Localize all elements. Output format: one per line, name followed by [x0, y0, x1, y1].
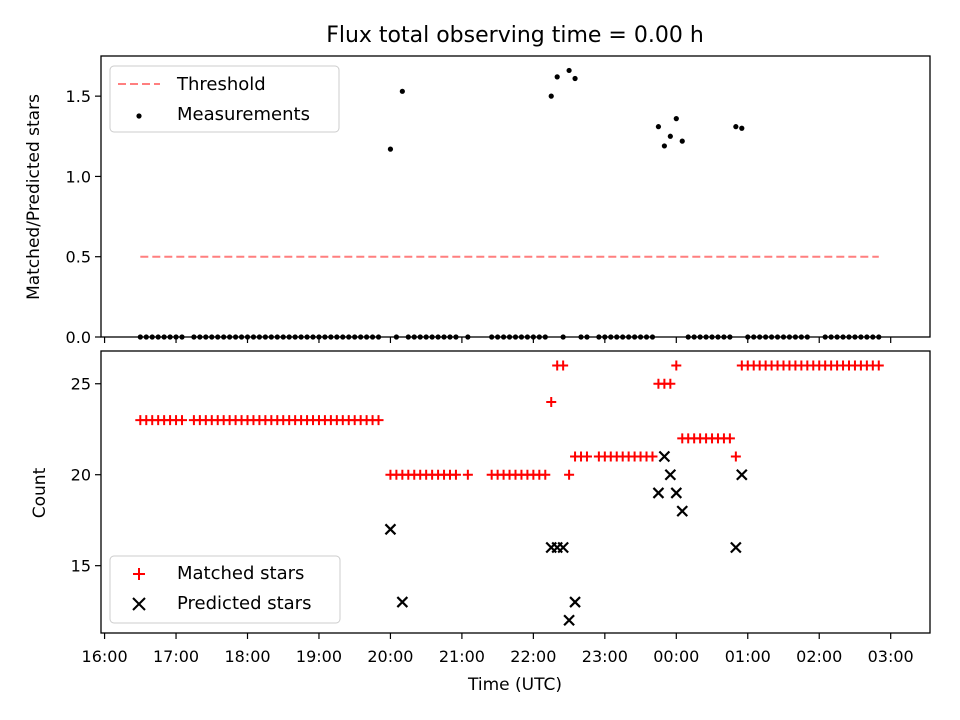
x-tick-label: 00:00	[653, 647, 699, 666]
bottom-y-ticks: 15 20 25	[71, 375, 101, 576]
top-y-tick-label: 1.0	[66, 167, 91, 186]
measurement-point	[739, 125, 745, 131]
measurement-point	[387, 146, 394, 152]
bottom-y-tick-label: 20	[71, 466, 91, 485]
x-tick-label: 22:00	[510, 647, 556, 666]
bottom-legend-box	[109, 555, 341, 624]
top-legend: Threshold Measurements	[109, 65, 340, 133]
matched-star-marker	[462, 469, 473, 480]
measurement-point	[548, 93, 554, 99]
matched-star-marker	[730, 451, 741, 462]
x-tick-label: 19:00	[296, 647, 342, 666]
predicted-star-marker	[736, 468, 748, 481]
matched-star-marker	[540, 469, 551, 480]
measurement-point	[655, 124, 662, 130]
bottom-axes-frame	[100, 350, 931, 634]
legend-threshold-label: Threshold	[176, 74, 266, 95]
legend-predicted-swatch	[132, 597, 146, 611]
predicted-star-marker	[730, 541, 742, 554]
top-marks	[137, 67, 882, 340]
predicted-star-marker	[664, 468, 677, 481]
matched-star-marker	[873, 360, 884, 371]
measurement-point	[661, 143, 667, 149]
x-tick-label: 23:00	[582, 647, 628, 666]
matched-star-marker	[450, 469, 461, 480]
top-y-tick-label: 0.5	[66, 248, 91, 267]
top-legend-box	[109, 65, 340, 133]
predicted-star-marker	[396, 596, 409, 608]
predicted-star-marker	[676, 505, 689, 517]
measurement-point	[733, 124, 739, 130]
matched-star-marker	[647, 451, 658, 462]
x-tick-label: 16:00	[82, 647, 128, 666]
x-tick-label: 20:00	[367, 647, 413, 666]
x-tick-label: 21:00	[439, 647, 485, 666]
top-y-tick-label: 0.0	[66, 328, 91, 347]
chart-title: Flux total observing time = 0.00 h	[326, 23, 704, 48]
predicted-star-marker	[569, 596, 581, 608]
bottom-y-axis-label: Count	[30, 467, 50, 518]
matched-star-marker	[546, 396, 557, 407]
legend-matched-swatch	[133, 568, 145, 580]
matched-star-marker	[581, 451, 592, 462]
x-tick-label: 18:00	[224, 647, 270, 666]
bottom-panel: 15 20 25 16:00 17:00 18:00 19:00 20:00 21:00 22:…	[30, 350, 931, 695]
measurement-point	[566, 67, 572, 74]
matched-star-marker	[665, 378, 676, 389]
predicted-star-marker	[563, 614, 575, 627]
measurement-point	[679, 138, 685, 144]
measurement-point	[554, 74, 560, 80]
matched-star-marker	[564, 469, 575, 480]
measurement-point	[667, 133, 673, 139]
predicted-star-marker	[670, 487, 683, 499]
legend-matched-label: Matched stars	[177, 563, 304, 584]
matched-star-marker	[724, 433, 735, 444]
matched-star-marker	[671, 360, 682, 371]
x-tick-label: 03:00	[868, 647, 914, 666]
x-tick-label: 01:00	[725, 647, 771, 666]
matched-star-marker	[176, 415, 187, 426]
predicted-star-marker	[557, 541, 569, 554]
predicted-star-marker	[384, 523, 397, 536]
top-axes-frame	[100, 55, 931, 338]
predicted-star-marker	[658, 450, 671, 463]
measurement-point	[399, 88, 405, 94]
bottom-y-tick-label: 15	[71, 557, 91, 576]
top-panel: 0.0 0.5 1.0 1.5 Matched/Predicted stars Thr…	[24, 55, 931, 347]
x-tick-label: 17:00	[153, 647, 199, 666]
legend-measurements-swatch	[136, 113, 142, 119]
measurement-point	[673, 116, 679, 122]
top-y-tick-label: 1.5	[66, 87, 91, 106]
bottom-marks	[135, 360, 884, 627]
legend-predicted-label: Predicted stars	[177, 593, 311, 614]
bottom-legend: Matched stars Predicted stars	[109, 555, 341, 624]
top-x-ticks	[103, 337, 892, 343]
predicted-star-marker	[652, 487, 665, 499]
top-y-ticks: 0.0 0.5 1.0 1.5	[66, 87, 101, 347]
bottom-x-ticks: 16:00 17:00 18:00 19:00 20:00 21:00 22:00 23:00…	[82, 633, 914, 666]
legend-measurements-label: Measurements	[177, 104, 310, 125]
top-y-axis-label: Matched/Predicted stars	[24, 94, 44, 300]
matched-star-marker	[373, 415, 384, 426]
matched-star-marker	[558, 360, 569, 371]
measurement-point	[572, 75, 578, 82]
x-axis-label: Time (UTC)	[467, 675, 562, 695]
bottom-y-tick-label: 25	[71, 375, 91, 394]
x-tick-label: 02:00	[796, 647, 842, 666]
